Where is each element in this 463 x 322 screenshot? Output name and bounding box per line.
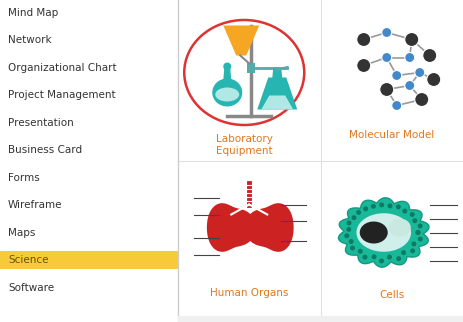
Circle shape: [358, 249, 363, 254]
Circle shape: [357, 33, 371, 46]
Polygon shape: [357, 213, 411, 252]
Circle shape: [380, 82, 394, 97]
Circle shape: [223, 62, 231, 71]
Circle shape: [423, 49, 437, 62]
Circle shape: [387, 255, 392, 260]
Circle shape: [410, 248, 415, 253]
Circle shape: [351, 215, 357, 220]
Circle shape: [415, 92, 429, 107]
Circle shape: [371, 204, 376, 209]
Circle shape: [405, 52, 415, 62]
Circle shape: [356, 210, 361, 215]
FancyBboxPatch shape: [0, 251, 178, 269]
Circle shape: [363, 255, 368, 260]
Circle shape: [346, 227, 351, 232]
Text: Software: Software: [8, 282, 54, 293]
Text: Science: Science: [8, 255, 49, 265]
Polygon shape: [261, 96, 293, 109]
Circle shape: [392, 100, 402, 110]
FancyBboxPatch shape: [247, 62, 255, 72]
Circle shape: [357, 59, 371, 72]
Circle shape: [382, 52, 392, 62]
Circle shape: [427, 72, 441, 87]
Circle shape: [363, 206, 368, 211]
Text: Laboratory
Equipment: Laboratory Equipment: [216, 134, 273, 156]
Circle shape: [415, 68, 425, 78]
Circle shape: [379, 259, 384, 263]
Circle shape: [349, 239, 354, 244]
FancyBboxPatch shape: [178, 316, 463, 322]
Polygon shape: [338, 198, 429, 267]
Ellipse shape: [212, 79, 242, 107]
Circle shape: [415, 230, 420, 235]
Text: Presentation: Presentation: [8, 118, 74, 128]
Circle shape: [413, 218, 417, 223]
Circle shape: [396, 256, 401, 261]
Text: Network: Network: [8, 35, 52, 45]
Circle shape: [418, 237, 423, 242]
Circle shape: [415, 230, 420, 235]
Polygon shape: [223, 25, 259, 55]
Text: Forms: Forms: [8, 173, 40, 183]
Text: Molecular Model: Molecular Model: [349, 129, 434, 139]
Text: Maps: Maps: [8, 228, 35, 238]
Ellipse shape: [389, 219, 411, 236]
Text: Human Organs: Human Organs: [210, 288, 288, 298]
Circle shape: [372, 254, 376, 259]
Circle shape: [411, 242, 416, 246]
Text: Mind Map: Mind Map: [8, 8, 58, 18]
Circle shape: [418, 223, 423, 229]
Text: Business Card: Business Card: [8, 145, 82, 155]
Text: Wireframe: Wireframe: [8, 200, 63, 210]
Circle shape: [405, 33, 419, 46]
Circle shape: [410, 212, 415, 217]
Ellipse shape: [215, 88, 239, 101]
Circle shape: [402, 209, 407, 213]
Polygon shape: [257, 78, 297, 109]
Circle shape: [382, 27, 392, 37]
Ellipse shape: [360, 222, 388, 243]
Text: Project Management: Project Management: [8, 90, 116, 100]
Text: Cells: Cells: [379, 290, 404, 300]
Polygon shape: [223, 69, 231, 80]
Circle shape: [346, 221, 351, 225]
Circle shape: [379, 203, 384, 207]
Circle shape: [388, 204, 393, 208]
Polygon shape: [207, 203, 256, 252]
Circle shape: [392, 71, 402, 80]
Polygon shape: [272, 68, 282, 79]
Polygon shape: [244, 203, 294, 252]
Circle shape: [401, 250, 406, 255]
Text: Organizational Chart: Organizational Chart: [8, 63, 117, 73]
Circle shape: [405, 80, 415, 90]
Circle shape: [350, 246, 355, 251]
Circle shape: [344, 233, 349, 238]
Circle shape: [396, 204, 401, 209]
